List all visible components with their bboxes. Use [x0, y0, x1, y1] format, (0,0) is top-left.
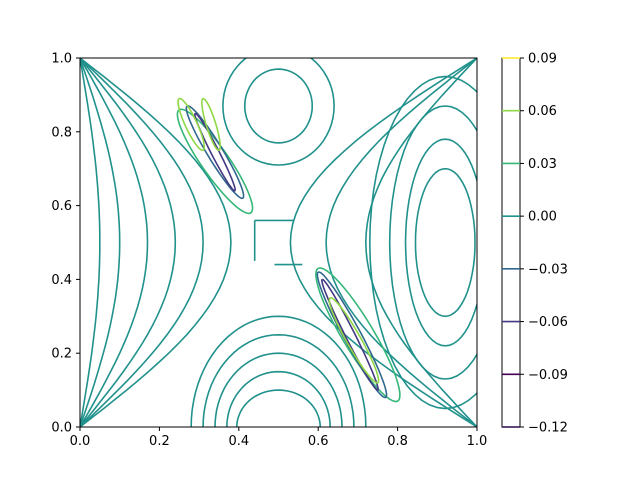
contour-line	[202, 333, 355, 427]
x-tick-label: 0.6	[308, 434, 329, 449]
contour-lines	[80, 58, 477, 427]
contour-line	[236, 389, 321, 427]
y-tick-label: 0.2	[51, 347, 72, 362]
contour-line	[190, 315, 367, 427]
contour-line	[325, 58, 477, 427]
x-tick-label: 0.0	[70, 434, 91, 449]
contour-line	[364, 58, 477, 427]
colorbar-tick-label: 0.06	[528, 104, 557, 119]
y-tick-label: 0.0	[51, 421, 72, 436]
x-tick-label: 0.4	[228, 434, 249, 449]
x-tick-label: 0.2	[149, 434, 170, 449]
colorbar-tick-label: 0.00	[528, 210, 557, 225]
y-axis: 0.0 0.2 0.4 0.6 0.8 1.0	[51, 52, 80, 436]
colorbar-frame	[501, 57, 521, 428]
contour-line	[388, 105, 477, 380]
plot-frame	[79, 57, 478, 428]
contour-line	[243, 68, 313, 144]
contour-line-positive	[328, 296, 380, 384]
contour-line	[80, 58, 121, 427]
y-tick-label: 0.6	[51, 199, 72, 214]
contour-line	[226, 370, 331, 427]
x-axis: 0.0 0.2 0.4 0.6 0.8 1.0	[70, 427, 488, 449]
contour-line	[80, 58, 232, 427]
contour-line	[368, 75, 477, 410]
y-tick-label: 1.0	[51, 52, 72, 67]
contour-line-negative	[316, 271, 388, 399]
contour-line	[214, 352, 343, 427]
contour-line	[289, 58, 477, 427]
colorbar-tick-label: −0.12	[528, 421, 568, 436]
colorbar-tick-label: 0.09	[528, 52, 557, 67]
colorbar-tick-label: −0.03	[528, 262, 568, 277]
plot-area	[80, 58, 477, 427]
colorbar-tick-label: −0.06	[528, 315, 568, 330]
contour-line	[404, 138, 477, 347]
contour-line	[80, 58, 177, 427]
colorbar-tick-label: 0.03	[528, 157, 557, 172]
contour-line-positive	[200, 97, 222, 152]
colorbar: 0.09 0.06 0.03 0.00 −0.03 −0.06 −0.09 −0.12	[501, 52, 568, 436]
contour-line	[222, 58, 335, 166]
contour-line	[414, 167, 476, 318]
contour-line-positive	[315, 267, 401, 403]
contour-line	[80, 58, 149, 427]
x-tick-label: 0.8	[387, 434, 408, 449]
y-tick-label: 0.8	[51, 125, 72, 140]
x-tick-label: 1.0	[467, 434, 488, 449]
y-tick-label: 0.4	[51, 273, 72, 288]
contour-line-positive	[177, 97, 206, 152]
contour-line	[80, 58, 204, 427]
contour-line	[80, 58, 101, 427]
colorbar-tick-label: −0.09	[528, 368, 568, 383]
